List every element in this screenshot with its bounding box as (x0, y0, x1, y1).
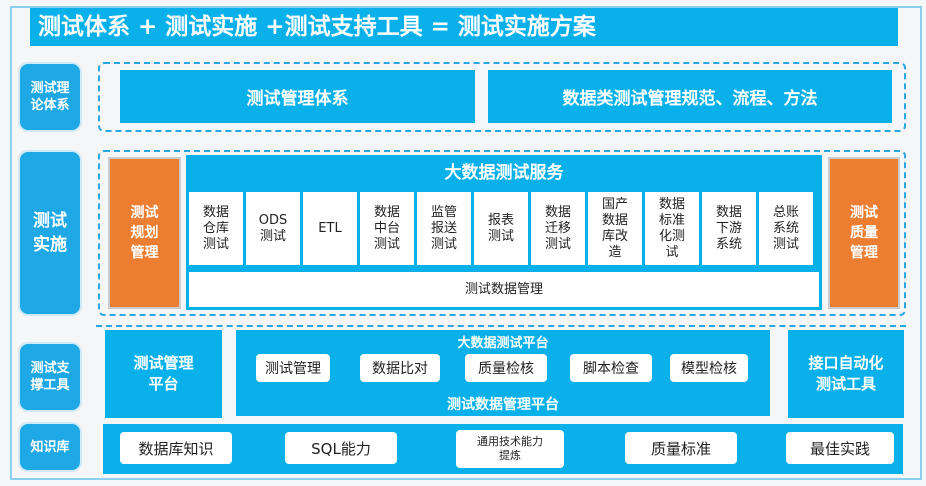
side-label-tools: 测试支 撑工具 (18, 342, 82, 412)
api-automation-tool: 接口自动化 测试工具 (788, 330, 904, 418)
implementation-section (98, 150, 906, 316)
service-item: 总账 系统 测试 (759, 192, 813, 265)
service-item: ETL (303, 192, 357, 265)
knowledge-item: 数据库知识 (120, 432, 232, 464)
service-item: 数据 仓库 测试 (189, 192, 243, 265)
platform-item: 测试管理 (256, 354, 330, 382)
knowledge-section: 数据库知识 SQL能力 通用技术能力 提炼 质量标准 最佳实践 (103, 424, 903, 474)
theory-item: 数据类测试管理规范、流程、方法 (488, 70, 892, 123)
test-management-platform: 测试管理 平台 (105, 330, 222, 418)
knowledge-item: 质量标准 (625, 432, 737, 464)
service-item: ODS 测试 (246, 192, 300, 265)
theory-item: 测试管理体系 (120, 70, 475, 123)
side-label-theory: 测试理 论体系 (18, 62, 82, 132)
knowledge-item: SQL能力 (285, 432, 397, 464)
service-item: 报表 测试 (474, 192, 528, 265)
theory-section (98, 62, 906, 132)
outer-frame (10, 6, 922, 480)
platform-item: 脚本检查 (570, 354, 652, 382)
test-data-platform: 测试数据管理平台 (447, 397, 559, 413)
service-item: 国产 数据 库改 造 (588, 192, 642, 265)
platform-title: 大数据测试平台 (457, 336, 549, 351)
service-item: 数据 中台 测试 (360, 192, 414, 265)
service-item: 监管 报送 测试 (417, 192, 471, 265)
quality-management: 测试 质量 管理 (828, 157, 900, 309)
platform-item: 模型检核 (670, 354, 748, 382)
planning-management: 测试 规划 管理 (108, 157, 181, 309)
service-list: 数据 仓库 测试 ODS 测试 ETL 数据 中台 测试 监管 报送 测试 报表… (189, 192, 819, 265)
knowledge-item: 最佳实践 (786, 432, 894, 464)
page-title: 测试体系 + 测试实施 +测试支持工具 = 测试实施方案 (30, 8, 898, 46)
service-item: 数据 标准 化测 试 (645, 192, 699, 265)
knowledge-item: 通用技术能力 提炼 (456, 430, 564, 468)
test-data-management: 测试数据管理 (189, 272, 819, 307)
bigdata-test-platform: 大数据测试平台 测试管理 数据比对 质量检核 脚本检查 模型检核 测试数据管理平… (236, 330, 770, 416)
side-label-knowledge: 知识库 (18, 422, 82, 472)
platform-item: 数据比对 (360, 354, 440, 382)
service-item: 数据 下游 系统 (702, 192, 756, 265)
tools-divider (96, 325, 906, 327)
side-label-implementation: 测试 实施 (18, 150, 82, 316)
service-item: 数据 迁移 测试 (531, 192, 585, 265)
platform-item: 质量检核 (465, 354, 547, 382)
bigdata-test-service: 大数据测试服务 数据 仓库 测试 ODS 测试 ETL 数据 中台 测试 监管 … (186, 155, 822, 310)
service-title: 大数据测试服务 (444, 163, 564, 183)
